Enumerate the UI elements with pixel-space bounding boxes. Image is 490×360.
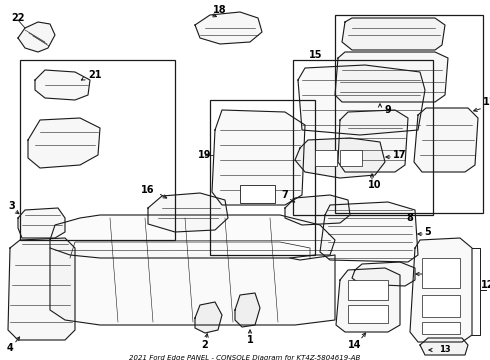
Text: 3: 3 bbox=[9, 201, 15, 211]
Bar bbox=[240, 185, 275, 203]
Polygon shape bbox=[195, 302, 222, 333]
Polygon shape bbox=[352, 262, 415, 286]
Polygon shape bbox=[295, 138, 385, 178]
Bar bbox=[348, 280, 388, 300]
Text: 1: 1 bbox=[246, 335, 253, 345]
Polygon shape bbox=[414, 108, 478, 172]
Bar bbox=[315, 150, 337, 166]
Text: 7: 7 bbox=[282, 190, 289, 200]
Text: 14: 14 bbox=[348, 340, 362, 350]
Polygon shape bbox=[18, 208, 65, 238]
Polygon shape bbox=[285, 195, 350, 225]
Text: 5: 5 bbox=[425, 227, 431, 237]
Text: 22: 22 bbox=[11, 13, 25, 23]
Text: 4: 4 bbox=[7, 343, 13, 353]
Text: 12: 12 bbox=[481, 280, 490, 290]
Text: 2: 2 bbox=[201, 340, 208, 350]
Polygon shape bbox=[195, 12, 262, 44]
Polygon shape bbox=[320, 202, 418, 262]
Bar bbox=[422, 322, 460, 334]
Polygon shape bbox=[335, 52, 448, 102]
Polygon shape bbox=[28, 118, 100, 168]
Bar bbox=[348, 305, 388, 323]
Polygon shape bbox=[338, 110, 408, 172]
Polygon shape bbox=[8, 238, 75, 340]
Polygon shape bbox=[18, 22, 55, 52]
Text: 2021 Ford Edge PANEL - CONSOLE Diagram for KT4Z-5804619-AB: 2021 Ford Edge PANEL - CONSOLE Diagram f… bbox=[129, 355, 361, 360]
Polygon shape bbox=[420, 338, 468, 355]
Polygon shape bbox=[298, 65, 425, 135]
Text: 19: 19 bbox=[198, 150, 212, 160]
Polygon shape bbox=[342, 18, 445, 50]
Polygon shape bbox=[235, 293, 260, 327]
Text: 10: 10 bbox=[368, 180, 382, 190]
Bar bbox=[210, 100, 315, 255]
Bar bbox=[293, 60, 433, 215]
Bar bbox=[422, 258, 460, 288]
Bar bbox=[335, 15, 483, 213]
Bar bbox=[20, 60, 175, 240]
Bar bbox=[422, 295, 460, 317]
Bar bbox=[340, 150, 362, 166]
Polygon shape bbox=[148, 193, 228, 232]
Polygon shape bbox=[50, 215, 335, 258]
Text: 11: 11 bbox=[483, 97, 490, 107]
Text: 16: 16 bbox=[141, 185, 155, 195]
Polygon shape bbox=[50, 248, 335, 325]
Polygon shape bbox=[35, 70, 90, 100]
Text: 9: 9 bbox=[385, 105, 392, 115]
Text: 17: 17 bbox=[393, 150, 407, 160]
Text: 18: 18 bbox=[213, 5, 227, 15]
Polygon shape bbox=[212, 110, 305, 205]
Text: 21: 21 bbox=[88, 70, 102, 80]
Polygon shape bbox=[410, 238, 472, 342]
Text: 8: 8 bbox=[407, 213, 414, 223]
Text: 6: 6 bbox=[427, 268, 433, 278]
Text: 13: 13 bbox=[439, 346, 451, 355]
Text: 15: 15 bbox=[309, 50, 323, 60]
Polygon shape bbox=[336, 268, 400, 332]
